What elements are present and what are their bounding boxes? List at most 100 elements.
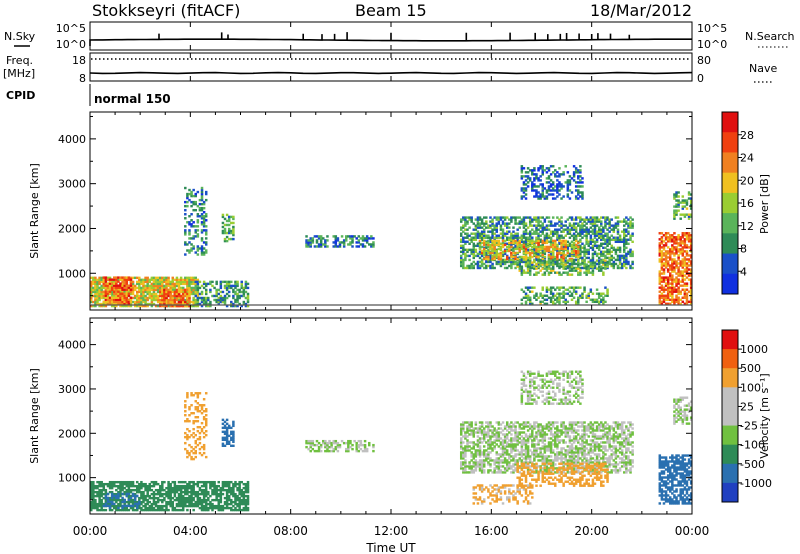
data-cell <box>574 189 578 192</box>
ytick-label: 3000 <box>58 178 86 191</box>
data-cell <box>566 259 570 262</box>
data-cell <box>345 235 348 238</box>
data-cell <box>606 236 609 239</box>
data-cell <box>125 282 129 285</box>
data-cell <box>572 236 576 239</box>
data-cell <box>597 232 601 235</box>
data-cell <box>560 173 563 176</box>
data-cell <box>104 284 108 287</box>
data-cell <box>121 294 124 297</box>
data-cell <box>589 266 593 270</box>
data-cell <box>564 243 567 247</box>
data-cell <box>202 247 206 250</box>
data-cell <box>587 264 590 268</box>
data-cell <box>591 230 595 233</box>
data-cell <box>493 226 496 229</box>
data-cell <box>577 241 580 245</box>
data-cell <box>533 185 536 188</box>
data-cell <box>110 294 114 298</box>
data-cell <box>662 276 666 279</box>
data-cell <box>600 232 603 235</box>
data-cell <box>589 236 593 239</box>
data-cell <box>568 266 572 270</box>
data-cell <box>543 267 547 270</box>
data-cell <box>196 247 200 250</box>
data-cell <box>541 167 544 170</box>
data-cell <box>562 253 565 257</box>
data-cell <box>324 241 327 244</box>
data-cell <box>549 300 553 304</box>
data-cell <box>198 280 202 284</box>
data-cell <box>184 304 187 308</box>
data-cell <box>533 177 536 180</box>
data-cell <box>90 290 93 294</box>
data-cell <box>526 232 530 235</box>
data-cell <box>223 296 227 300</box>
data-cell <box>531 263 534 266</box>
data-cell <box>119 290 122 294</box>
data-cell <box>629 264 632 268</box>
data-cell <box>150 278 154 282</box>
data-cell <box>591 271 595 274</box>
data-cell <box>568 179 572 182</box>
data-cell <box>572 179 576 182</box>
data-cell <box>175 290 179 294</box>
data-cell <box>131 284 135 288</box>
data-cell <box>671 276 674 279</box>
data-cell <box>568 259 572 262</box>
data-cell <box>597 267 601 270</box>
data-cell <box>526 242 530 245</box>
data-cell <box>585 242 588 245</box>
data-cell <box>165 286 168 290</box>
data-cell <box>602 236 605 239</box>
data-cell <box>485 241 488 245</box>
data-cell <box>501 260 505 264</box>
data-cell <box>522 189 526 192</box>
data-cell <box>163 298 166 302</box>
data-cell <box>150 282 154 286</box>
data-cell <box>581 181 584 184</box>
data-cell <box>161 276 164 280</box>
data-cell <box>671 250 674 253</box>
data-cell <box>623 228 626 231</box>
data-cell <box>117 284 120 287</box>
data-cell <box>574 167 578 170</box>
data-cell <box>94 294 97 298</box>
data-cell <box>526 251 530 255</box>
data-cell <box>669 248 672 251</box>
data-cell <box>156 288 160 292</box>
data-cell <box>520 258 524 262</box>
data-cell <box>190 278 193 282</box>
data-cell <box>631 240 634 243</box>
data-cell <box>480 241 484 245</box>
data-cell <box>547 288 551 291</box>
data-cell <box>462 248 465 252</box>
data-cell <box>543 261 547 264</box>
data-cell <box>92 276 95 280</box>
data-cell <box>204 433 208 437</box>
data-cell <box>547 181 551 184</box>
data-cell <box>510 248 513 252</box>
data-cell <box>163 480 166 484</box>
data-cell <box>664 256 668 259</box>
data-cell <box>232 302 235 306</box>
data-cell <box>158 298 162 302</box>
data-cell <box>595 244 599 248</box>
data-cell <box>610 224 613 227</box>
data-cell <box>597 302 601 306</box>
data-cell <box>600 269 603 272</box>
data-cell <box>669 236 672 239</box>
data-cell <box>610 238 613 241</box>
data-cell <box>666 256 670 259</box>
data-cell <box>551 230 555 233</box>
data-cell <box>537 191 540 194</box>
data-cell <box>669 272 672 275</box>
data-cell <box>535 241 538 245</box>
data-cell <box>94 282 97 286</box>
data-cell <box>537 262 540 266</box>
data-cell <box>192 288 195 292</box>
data-cell <box>572 249 576 253</box>
data-cell <box>200 217 204 220</box>
data-cell <box>671 246 674 249</box>
data-cell <box>466 232 469 235</box>
